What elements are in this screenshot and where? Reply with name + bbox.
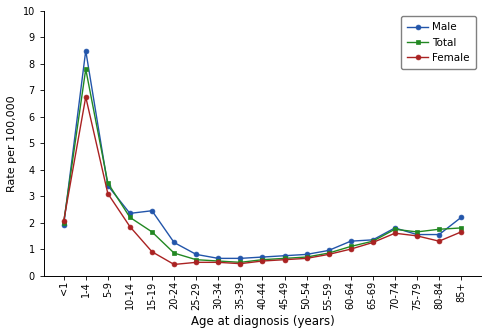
Line: Female: Female — [61, 94, 464, 267]
Female — [83, 95, 89, 99]
Male — [215, 256, 221, 260]
Female — [348, 247, 354, 251]
Total — [414, 230, 420, 234]
Line: Total: Total — [61, 67, 464, 265]
Male — [326, 249, 332, 253]
Male — [282, 254, 287, 258]
Female — [304, 256, 309, 260]
Male — [370, 238, 376, 242]
Male — [61, 223, 66, 227]
Total — [348, 245, 354, 249]
Total — [458, 226, 464, 230]
Female — [61, 219, 66, 223]
Female — [149, 250, 155, 254]
Female — [237, 262, 243, 266]
Total — [304, 255, 309, 259]
Total — [392, 227, 398, 231]
Female — [392, 231, 398, 235]
Female — [282, 258, 287, 262]
Male — [171, 241, 177, 245]
Male — [304, 252, 309, 256]
Female — [127, 224, 133, 228]
Female — [458, 230, 464, 234]
Female — [105, 192, 111, 196]
Female — [260, 259, 265, 263]
X-axis label: Age at diagnosis (years): Age at diagnosis (years) — [190, 315, 334, 328]
Total — [127, 215, 133, 219]
Female — [171, 262, 177, 266]
Male — [149, 209, 155, 213]
Male — [127, 211, 133, 215]
Female — [414, 234, 420, 238]
Male — [193, 252, 199, 256]
Female — [326, 252, 332, 256]
Total — [436, 227, 442, 231]
Female — [193, 260, 199, 264]
Total — [260, 258, 265, 262]
Total — [215, 259, 221, 263]
Total — [149, 230, 155, 234]
Total — [370, 239, 376, 243]
Female — [370, 241, 376, 245]
Male — [105, 184, 111, 188]
Male — [392, 226, 398, 230]
Total — [61, 221, 66, 225]
Total — [282, 256, 287, 260]
Male — [83, 49, 89, 53]
Total — [193, 258, 199, 262]
Total — [237, 260, 243, 264]
Line: Male: Male — [61, 48, 464, 261]
Male — [414, 232, 420, 237]
Male — [436, 232, 442, 237]
Male — [237, 256, 243, 260]
Total — [171, 251, 177, 255]
Female — [215, 260, 221, 264]
Total — [326, 251, 332, 255]
Legend: Male, Total, Female: Male, Total, Female — [401, 16, 476, 69]
Y-axis label: Rate per 100,000: Rate per 100,000 — [7, 95, 17, 192]
Male — [348, 239, 354, 243]
Male — [458, 215, 464, 219]
Female — [436, 239, 442, 243]
Total — [83, 67, 89, 71]
Male — [260, 255, 265, 259]
Total — [105, 181, 111, 185]
